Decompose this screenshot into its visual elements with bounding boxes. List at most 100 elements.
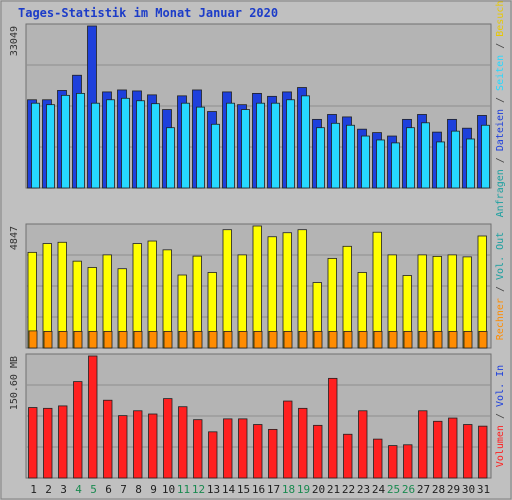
rechner-bar-day-22 xyxy=(343,330,353,349)
x-tick-label-day-17: 17 xyxy=(267,483,280,496)
x-tick-label-day-3: 3 xyxy=(60,483,67,496)
rechner-bar-day-21 xyxy=(328,330,338,349)
x-tick-label-day-7: 7 xyxy=(120,483,127,496)
rechner-bar-day-6 xyxy=(103,330,113,349)
volumen-bar-day-30 xyxy=(463,424,473,479)
x-tick-label-day-29: 29 xyxy=(447,483,460,496)
x-tick-label-day-11: 11 xyxy=(177,483,190,496)
dateien-bar-day-17 xyxy=(271,102,280,189)
x-tick-label-day-8: 8 xyxy=(135,483,142,496)
rechner-bar-day-14 xyxy=(223,330,233,349)
hits-panel-legend-part-3: / xyxy=(495,91,506,109)
x-tick-label-day-16: 16 xyxy=(252,483,265,496)
rechner-bar-day-20 xyxy=(313,330,323,349)
rechner-bar-day-11 xyxy=(178,330,188,349)
dateien-bar-day-25 xyxy=(391,142,400,189)
visits-panel-legend-part-0: Rechner xyxy=(495,298,506,340)
dateien-bar-day-5 xyxy=(91,102,100,189)
volumen-bar-day-19 xyxy=(298,407,308,479)
x-tick-label-day-25: 25 xyxy=(387,483,400,496)
dateien-bar-day-9 xyxy=(151,103,160,189)
volumen-bar-day-16 xyxy=(253,424,263,479)
volumen-bar-day-15 xyxy=(238,418,248,479)
besuche-bar-day-14 xyxy=(222,229,232,349)
x-tick-label-day-14: 14 xyxy=(222,483,236,496)
dateien-bar-day-20 xyxy=(316,127,325,189)
rechner-bar-day-23 xyxy=(358,330,368,349)
rechner-bar-day-12 xyxy=(193,330,203,349)
volumen-bar-day-1 xyxy=(28,407,38,479)
rechner-bar-day-19 xyxy=(298,330,308,349)
volumen-bar-day-9 xyxy=(148,413,158,479)
rechner-bar-day-17 xyxy=(268,330,278,349)
rechner-bar-day-8 xyxy=(133,330,143,349)
dateien-bar-day-12 xyxy=(196,106,205,189)
visits-panel-legend-part-2: Vol. Out xyxy=(495,232,506,280)
dateien-bar-day-11 xyxy=(181,102,190,189)
rechner-bar-day-18 xyxy=(283,330,293,349)
rechner-bar-day-15 xyxy=(238,330,248,349)
rechner-bar-day-31 xyxy=(478,330,488,349)
besuche-bar-day-18 xyxy=(282,232,292,349)
volumen-bar-day-23 xyxy=(358,410,368,479)
rechner-bar-day-25 xyxy=(388,330,398,349)
rechner-bar-day-27 xyxy=(418,330,428,349)
rechner-bar-day-3 xyxy=(58,330,68,349)
volume-panel-legend-part-1: / xyxy=(495,407,506,425)
x-tick-label-day-18: 18 xyxy=(282,483,295,496)
volumen-bar-day-17 xyxy=(268,428,278,479)
dateien-bar-day-7 xyxy=(121,97,130,189)
dateien-bar-day-27 xyxy=(421,122,430,189)
hits-panel-legend-label: Anfragen / Dateien / Seiten / Besuche xyxy=(495,0,506,217)
rechner-bar-day-13 xyxy=(208,330,218,349)
dateien-bar-day-28 xyxy=(436,141,445,189)
dateien-bar-day-14 xyxy=(226,102,235,189)
dateien-bar-day-29 xyxy=(451,130,460,189)
volume-panel-ymax-label: 150.60 MB xyxy=(9,356,20,410)
rechner-bar-day-16 xyxy=(253,330,263,349)
volume-panel-legend-part-2: Vol. In xyxy=(495,365,506,407)
dateien-bar-day-26 xyxy=(406,127,415,189)
volumen-bar-day-11 xyxy=(178,406,188,479)
dateien-bar-day-31 xyxy=(481,124,490,189)
rechner-bar-day-26 xyxy=(403,330,413,349)
rechner-bar-day-4 xyxy=(73,330,83,349)
volumen-bar-day-13 xyxy=(208,431,218,479)
volumen-bar-day-2 xyxy=(43,407,53,479)
rechner-bar-day-1 xyxy=(28,330,38,349)
volumen-bar-day-5 xyxy=(88,355,98,479)
volumen-bar-day-26 xyxy=(403,444,413,479)
dateien-bar-day-8 xyxy=(136,100,145,189)
dateien-bar-day-18 xyxy=(286,99,295,189)
volume-panel-legend-part-0: Volumen xyxy=(495,425,506,467)
volumen-bar-day-10 xyxy=(163,398,173,479)
volumen-bar-day-31 xyxy=(478,425,488,479)
dateien-bar-day-15 xyxy=(241,109,250,189)
dateien-bar-day-23 xyxy=(361,135,370,189)
x-tick-label-day-13: 13 xyxy=(207,483,220,496)
x-tick-label-day-31: 31 xyxy=(477,483,490,496)
hits-panel-legend-part-6: Besuche xyxy=(495,0,506,37)
x-tick-label-day-4: 4 xyxy=(75,483,82,496)
x-tick-label-day-30: 30 xyxy=(462,483,475,496)
x-tick-label-day-22: 22 xyxy=(342,483,355,496)
rechner-bar-day-5 xyxy=(88,330,98,349)
rechner-bar-day-10 xyxy=(163,330,173,349)
x-tick-label-day-28: 28 xyxy=(432,483,445,496)
volumen-bar-day-12 xyxy=(193,419,203,479)
volumen-bar-day-28 xyxy=(433,420,443,479)
dateien-bar-day-10 xyxy=(166,127,175,189)
volumen-bar-day-14 xyxy=(223,418,233,479)
hits-panel-ymax-label: 33049 xyxy=(9,26,20,56)
dateien-bar-day-19 xyxy=(301,95,310,189)
dateien-bar-day-2 xyxy=(46,104,55,189)
x-tick-label-day-26: 26 xyxy=(402,483,415,496)
x-tick-label-day-6: 6 xyxy=(105,483,112,496)
hits-panel-legend-part-2: Dateien xyxy=(495,109,506,151)
x-tick-label-day-1: 1 xyxy=(30,483,37,496)
hits-panel-legend-part-1: / xyxy=(495,151,506,169)
dateien-bar-day-22 xyxy=(346,124,355,189)
volumen-bar-day-24 xyxy=(373,438,383,479)
